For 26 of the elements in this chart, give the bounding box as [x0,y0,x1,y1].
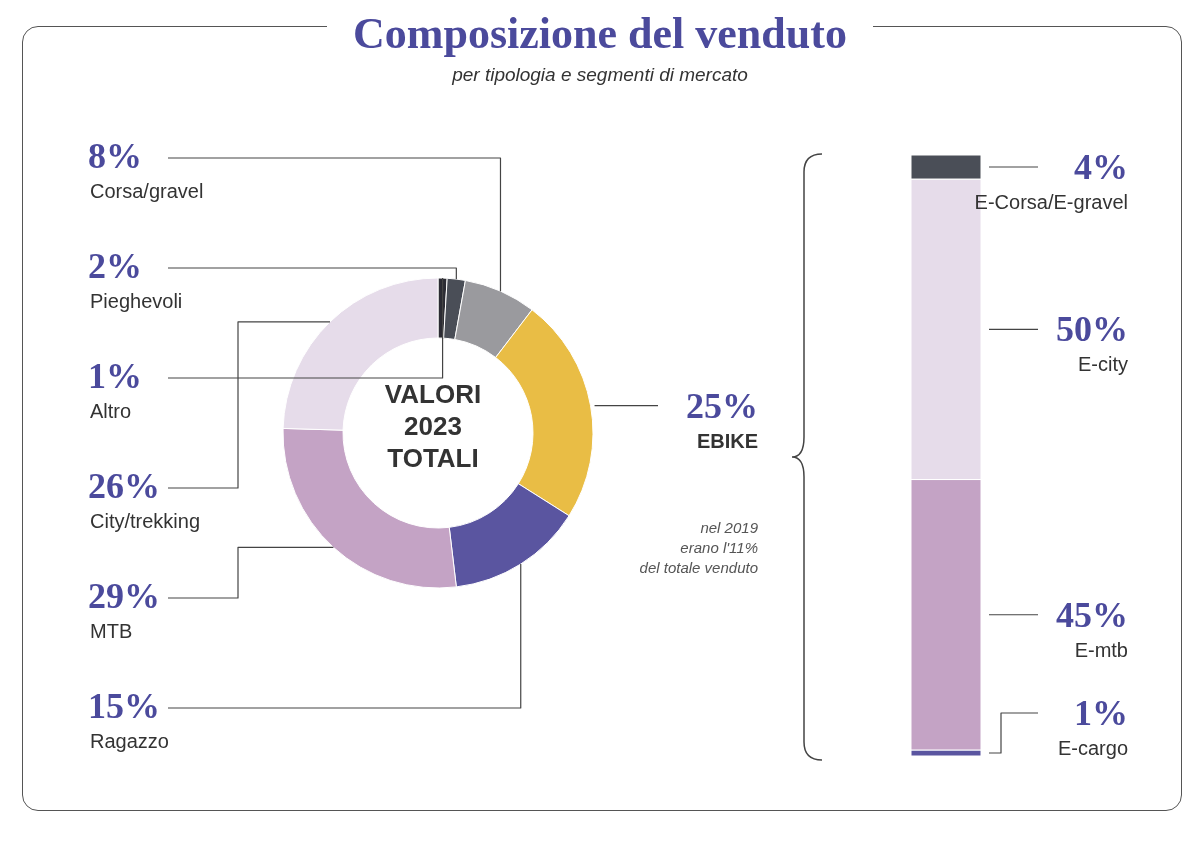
data-label: 4% [1074,147,1128,188]
chart-title: Composizione del venduto [327,9,873,58]
chart-subtitle: per tipologia e segmenti di mercato [451,64,749,86]
data-label: 26% [88,466,160,506]
data-label: 1% [88,356,142,396]
slice-label: Ragazzo [90,730,169,752]
series-label: E-Corsa/E-gravel [974,191,1128,214]
slice-label: Pieghevoli [90,290,183,312]
slice-label: EBIKE [696,429,758,452]
data-label: 15% [88,686,160,726]
data-label: 8% [88,136,142,176]
data-label: 2% [88,246,142,286]
text: E-cargo [1057,736,1128,759]
data-label: 1% [1074,692,1128,733]
data-label: 29% [88,576,160,616]
text: VALORI 2023 TOTALI [383,378,483,474]
text: E-mtb [1074,638,1128,661]
text: E-city [1078,353,1128,376]
slice-label: Altro [90,400,132,422]
slice-label: City/trekking [90,510,201,532]
data-label: 50% [1056,309,1128,350]
slice-label: MTB [90,620,133,642]
data-label: 25% [686,385,758,426]
text: nel 2019 erano l'11% del totale venduto [638,518,758,578]
data-label: 45% [1056,594,1128,635]
slice-label: Corsa/gravel [90,180,204,202]
